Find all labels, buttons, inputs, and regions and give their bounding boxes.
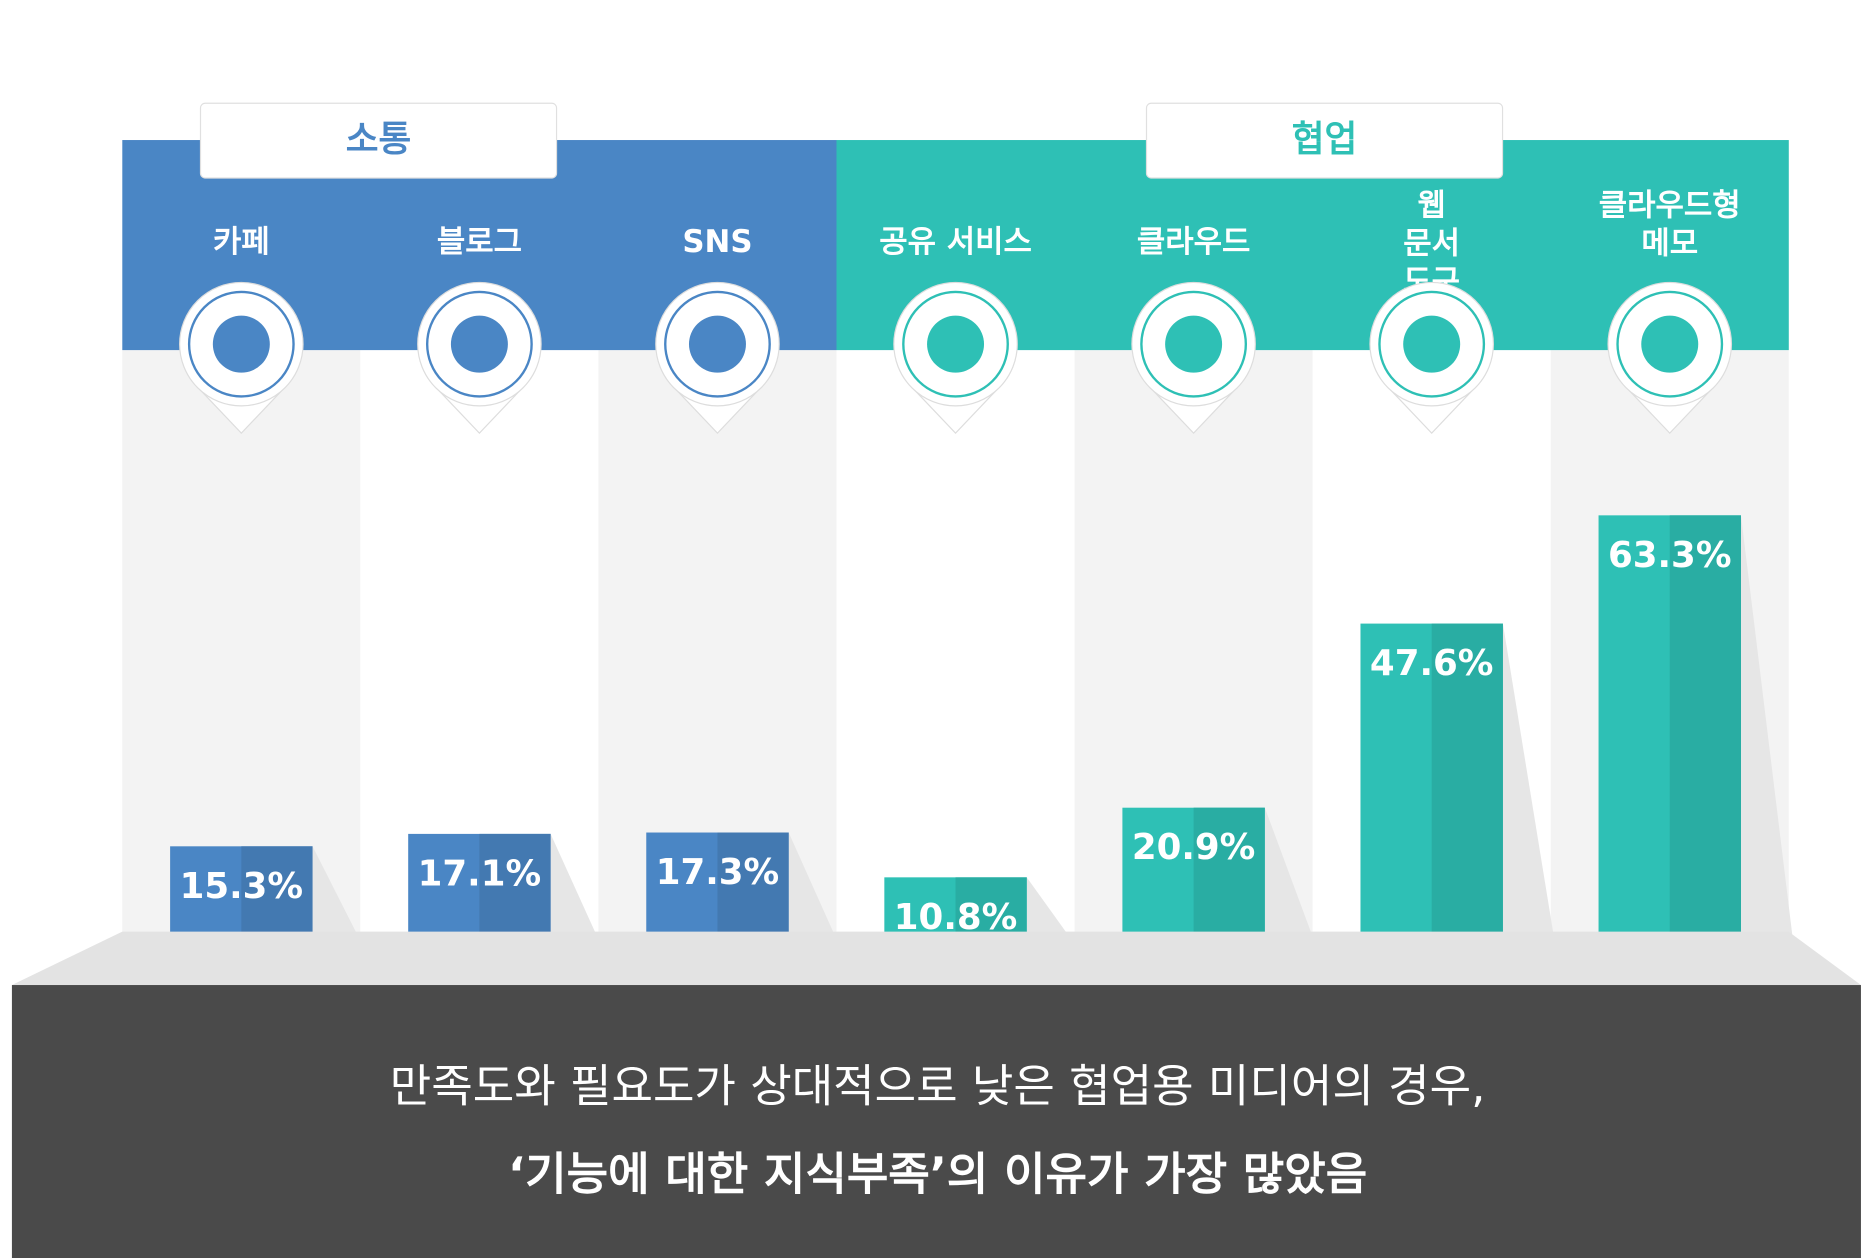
bar-side [1670,515,1741,951]
icon [689,316,746,373]
value-label: 20.9% [1132,827,1255,868]
icon [213,316,270,373]
icon [1641,316,1698,373]
category-label: 공유 서비스 [879,224,1032,260]
value-label: 15.3% [180,866,303,907]
icon [451,316,508,373]
category-label: 클라우드 [1137,224,1251,260]
icon [1165,316,1222,373]
group-label: 소통 [346,119,411,160]
floor [12,932,1861,985]
icon [1403,316,1460,373]
footer-line: ‘기능에 대한 지식부족’의 이유가 가장 많았음 [508,1147,1367,1200]
value-label: 47.6% [1370,643,1493,684]
footer-line: 만족도와 필요도가 상대적으로 낮은 협업용 미디어의 경우, [390,1059,1486,1112]
value-label: 17.1% [418,853,541,894]
chart: 소통카페15.3%블로그17.1%SNS17.3%협업공유 서비스10.8%클라… [0,0,1861,1258]
category-label: 카페 [213,224,270,260]
group-label: 협업 [1292,119,1358,160]
value-label: 63.3% [1608,535,1731,576]
value-label: 17.3% [656,852,779,893]
footer-panel [12,985,1861,1258]
category-label: SNS [682,224,752,260]
column-background [837,350,1075,937]
icon [927,316,984,373]
category-label: 블로그 [437,224,522,260]
